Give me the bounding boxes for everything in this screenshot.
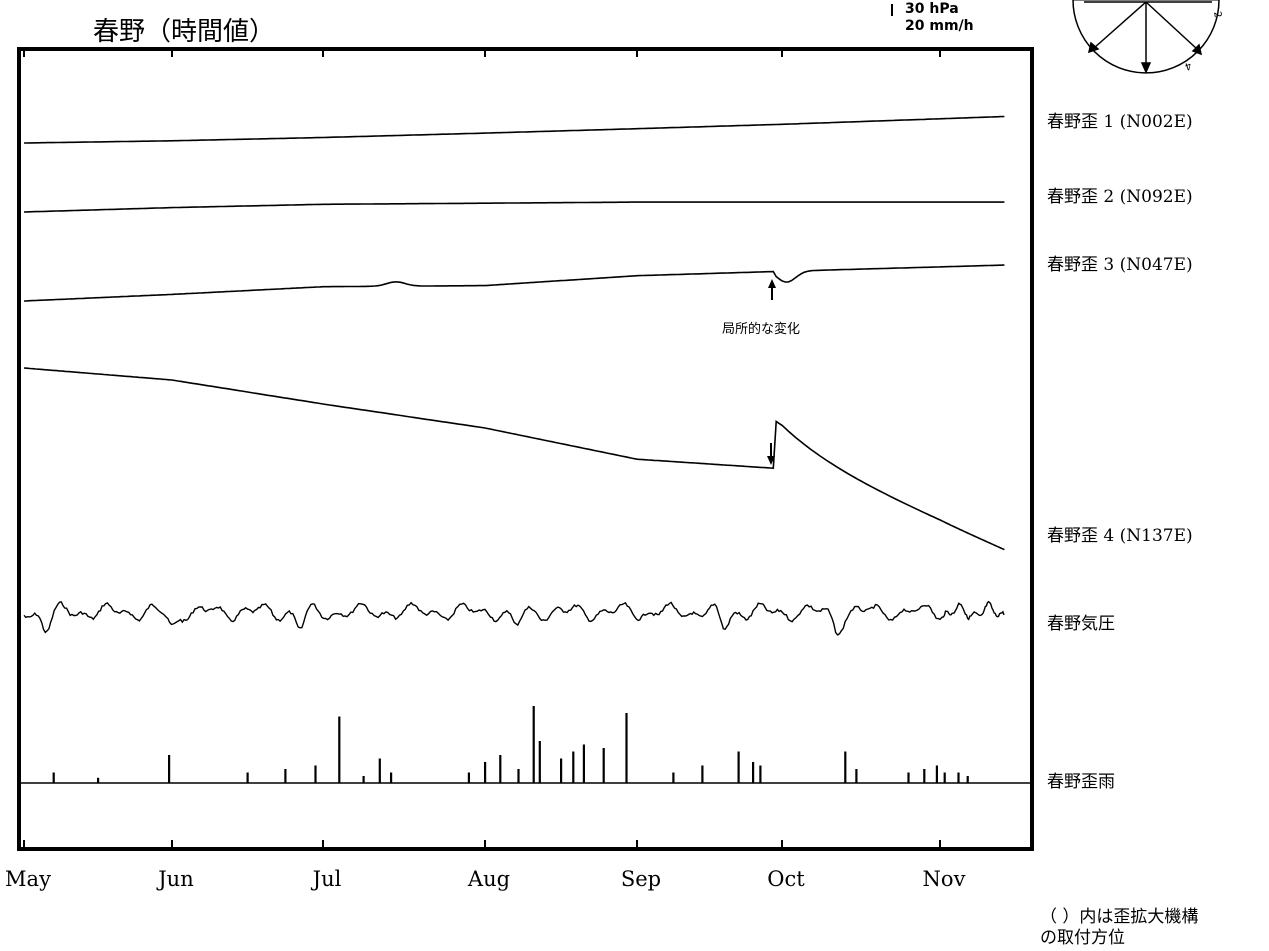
- compass-label-4: 4: [1183, 59, 1193, 72]
- plot-frame: [17, 47, 1034, 851]
- rain-bar-24: [752, 762, 755, 783]
- rain-bar-10: [467, 772, 470, 783]
- compass-arrows: [1084, 1, 1212, 74]
- x-tick-label-may: May: [5, 867, 51, 891]
- rain-bar-13: [517, 769, 520, 783]
- rain-bar-30: [935, 765, 938, 783]
- rain-bar-12: [499, 755, 502, 783]
- x-tick-label-oct: Oct: [767, 867, 805, 891]
- orientation-compass: 2 4: [1072, 0, 1223, 74]
- series-lines: [23, 115, 1005, 636]
- series-label-1: 春野歪 1 (N002E): [1047, 112, 1193, 132]
- series-line-strain-1: [24, 115, 1005, 144]
- series-labels: 春野歪 1 (N002E) 春野歪 2 (N092E) 春野歪 3 (N047E) 春…: [1047, 112, 1193, 792]
- rain-bar-33: [966, 776, 969, 783]
- rain-bar-14: [532, 706, 535, 783]
- series-label-4: 春野歪 4 (N137E): [1047, 526, 1193, 546]
- x-tick-label-aug: Aug: [467, 867, 510, 891]
- event-arrow-up-head: [768, 279, 776, 288]
- x-tick-label-nov: Nov: [923, 867, 966, 891]
- rain-bar-23: [737, 751, 740, 783]
- rain-bar-15: [538, 741, 541, 783]
- rain-bar-3: [246, 772, 249, 783]
- rain-bar-22: [701, 765, 704, 783]
- scale-pressure: 30 hPa: [905, 1, 959, 17]
- event-label: 局所的な変化: [722, 321, 800, 337]
- series-label-2: 春野歪 2 (N092E): [1047, 187, 1193, 207]
- rain-bar-4: [284, 769, 287, 783]
- event-arrow-down-head: [767, 456, 775, 465]
- scale-rain: 20 mm/h: [905, 18, 974, 34]
- note-line-2: の取付方位: [1040, 928, 1125, 948]
- rain-bar-28: [907, 772, 910, 783]
- rain-bar-7: [362, 776, 365, 783]
- rain-bar-18: [582, 744, 585, 783]
- rain-bar-17: [572, 751, 575, 783]
- rain-bar-26: [844, 751, 847, 783]
- series-label-5: 春野気圧: [1047, 614, 1115, 634]
- x-tick-label-jun: Jun: [156, 867, 193, 891]
- rain-bar-27: [855, 769, 858, 783]
- rain-bar-16: [560, 758, 563, 783]
- rain-bar-11: [484, 762, 487, 783]
- rain-bar-6: [338, 716, 341, 783]
- rain-bar-32: [957, 772, 960, 783]
- series-label-3: 春野歪 3 (N047E): [1047, 255, 1193, 275]
- axis-ticks: [23, 49, 941, 849]
- footnote: （ ）内は歪拡大機構 の取付方位: [1040, 907, 1198, 948]
- rain-bar-25: [759, 765, 762, 783]
- series-line-strain-3: [23, 264, 1005, 302]
- x-tick-label-sep: Sep: [621, 867, 661, 891]
- series-line-pressure: [23, 600, 1005, 636]
- rain-bar-29: [923, 769, 926, 783]
- rain-bar-8: [378, 758, 381, 783]
- rain-bar-19: [602, 748, 605, 783]
- chart-title: 春野（時間値）: [93, 17, 275, 47]
- x-tick-labels: May Jun Jul Aug Sep Oct Nov: [5, 867, 966, 891]
- rain-bar-21: [672, 772, 675, 783]
- note-line-1: （ ）内は歪拡大機構: [1040, 907, 1198, 927]
- rain-bar-31: [943, 772, 946, 783]
- rain-bars: [19, 706, 1032, 784]
- rain-bar-20: [625, 713, 628, 783]
- series-label-6: 春野歪雨: [1047, 772, 1115, 792]
- x-tick-label-jul: Jul: [311, 867, 342, 891]
- rain-bar-2: [168, 755, 171, 783]
- rain-bar-5: [314, 765, 317, 783]
- series-line-strain-2: [23, 201, 1005, 213]
- compass-label-2: 2: [1211, 11, 1223, 19]
- rain-bar-1: [97, 777, 100, 784]
- event-annotation: 局所的な変化: [722, 279, 800, 465]
- scale-legend: 30 hPa 20 mm/h: [891, 1, 974, 34]
- rain-bar-9: [390, 772, 393, 783]
- series-line-strain-4: [23, 367, 1005, 551]
- rain-bar-0: [52, 772, 55, 783]
